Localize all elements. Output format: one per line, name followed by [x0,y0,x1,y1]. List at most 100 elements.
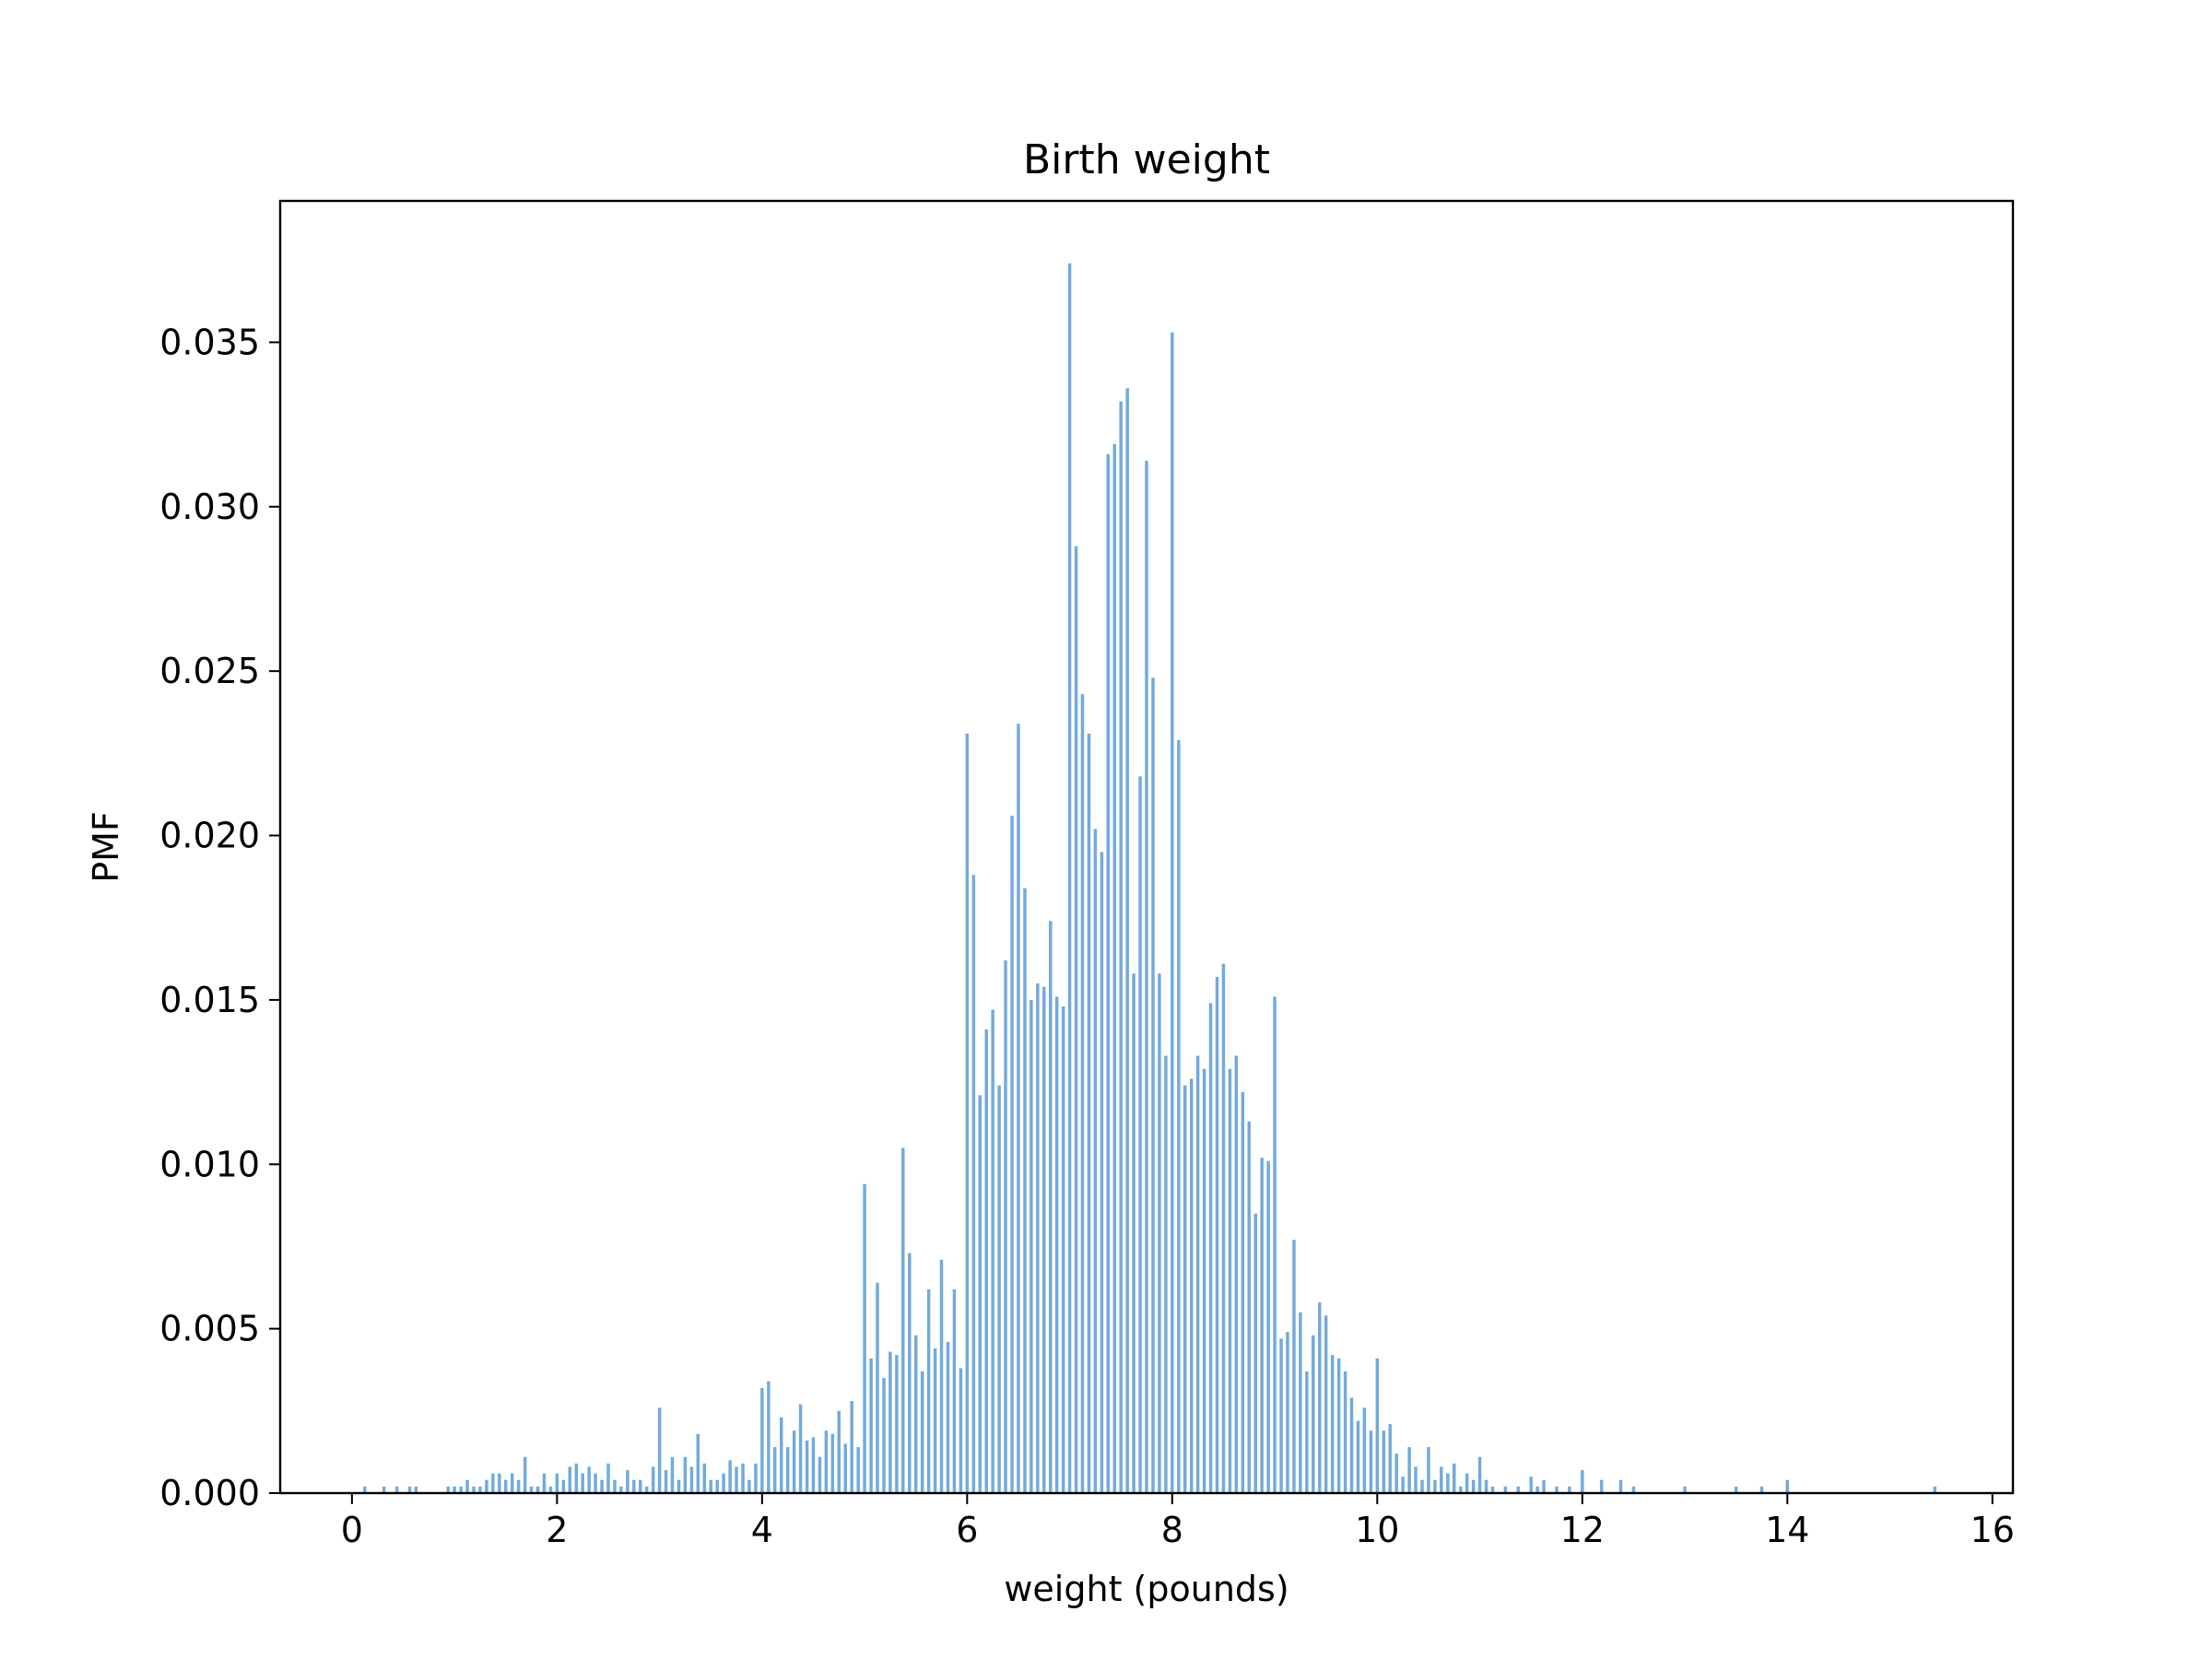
bar [1158,973,1161,1493]
x-tick-label: 6 [956,1510,978,1550]
bar [548,1486,553,1493]
bar [581,1473,584,1493]
bar [1208,1003,1213,1493]
bar [850,1401,853,1493]
bar [1555,1486,1559,1493]
bar [626,1470,629,1493]
bar [394,1486,399,1493]
bar [913,1335,918,1493]
x-axis-label: weight (pounds) [1004,1569,1288,1609]
bar [1759,1486,1764,1493]
bar [1080,694,1085,1493]
bar [1375,1358,1380,1493]
bar [446,1486,450,1493]
y-tick-label: 0.030 [159,487,260,527]
bar [1292,1240,1296,1493]
bar [1228,1068,1232,1493]
x-tick-label: 10 [1355,1510,1399,1550]
y-tick-label: 0.005 [159,1309,260,1349]
bar [1036,983,1040,1493]
bar [1440,1466,1443,1493]
bar [830,1433,835,1493]
bar [843,1443,848,1493]
bar [639,1479,642,1493]
bar [773,1447,777,1493]
bar [1119,401,1123,1493]
bar [1132,973,1135,1493]
bar [1471,1479,1476,1493]
bar [882,1378,886,1493]
bar [1049,921,1053,1493]
bar [1234,1055,1239,1493]
bar [1266,1160,1270,1493]
bar [1446,1473,1450,1493]
bar [1023,888,1027,1493]
bar [689,1466,694,1493]
bar [1542,1479,1546,1493]
bar [1125,388,1129,1494]
bar [811,1437,816,1493]
bar [491,1473,495,1493]
bar [1362,1407,1367,1493]
bar [785,1447,790,1493]
bar [1151,677,1155,1493]
bar [895,1355,899,1493]
y-axis: 0.000 0.005 0.010 0.015 0.020 0.025 0.030 0.035 [159,322,280,1513]
bar [1330,1355,1335,1493]
bar [1503,1486,1508,1493]
bar [1100,852,1104,1493]
bar [1106,453,1111,1494]
bar [1529,1477,1533,1493]
bar [1177,740,1181,1493]
bar [926,1288,931,1493]
y-tick-label: 0.025 [159,651,260,691]
y-tick-label: 0.015 [159,980,260,1020]
bar [1420,1479,1424,1493]
bar [1010,816,1014,1493]
bar [523,1456,527,1493]
bar [670,1456,675,1493]
bar [863,1183,866,1493]
bar [939,1259,944,1493]
bar [459,1486,463,1493]
bar [824,1430,829,1493]
bar [1054,996,1059,1493]
bar [1112,443,1117,1493]
bar [632,1479,636,1493]
bar [888,1351,892,1493]
y-tick-label: 0.020 [159,816,260,856]
bar [1164,1055,1168,1493]
bar [965,733,970,1493]
bar [1516,1486,1520,1493]
y-axis-label: PMF [86,811,126,883]
bar [1253,1213,1257,1493]
bar [594,1473,597,1493]
bar [1631,1486,1636,1493]
x-tick-label: 8 [1161,1510,1183,1550]
bar [1343,1371,1347,1493]
bar [760,1387,764,1493]
bar [728,1460,732,1493]
bar [792,1430,796,1493]
bar [1535,1486,1539,1493]
bar [1087,733,1091,1493]
x-axis: 0 2 4 6 8 10 12 14 16 [341,1493,2015,1550]
x-tick-label: 12 [1560,1510,1605,1550]
bar [1581,1470,1584,1493]
bar [1093,829,1098,1493]
bar-series [363,263,1936,1494]
bar [613,1479,617,1493]
bar [741,1463,745,1493]
bar [856,1447,860,1493]
bar [722,1473,725,1493]
bar [382,1486,386,1493]
bar [1433,1479,1437,1493]
bar [542,1473,547,1493]
bar [485,1479,488,1493]
bar [1452,1463,1456,1493]
y-tick-label: 0.010 [159,1144,260,1184]
bar [1734,1486,1738,1493]
x-tick-label: 14 [1765,1510,1809,1550]
bar [407,1486,412,1493]
x-tick-label: 2 [546,1510,568,1550]
